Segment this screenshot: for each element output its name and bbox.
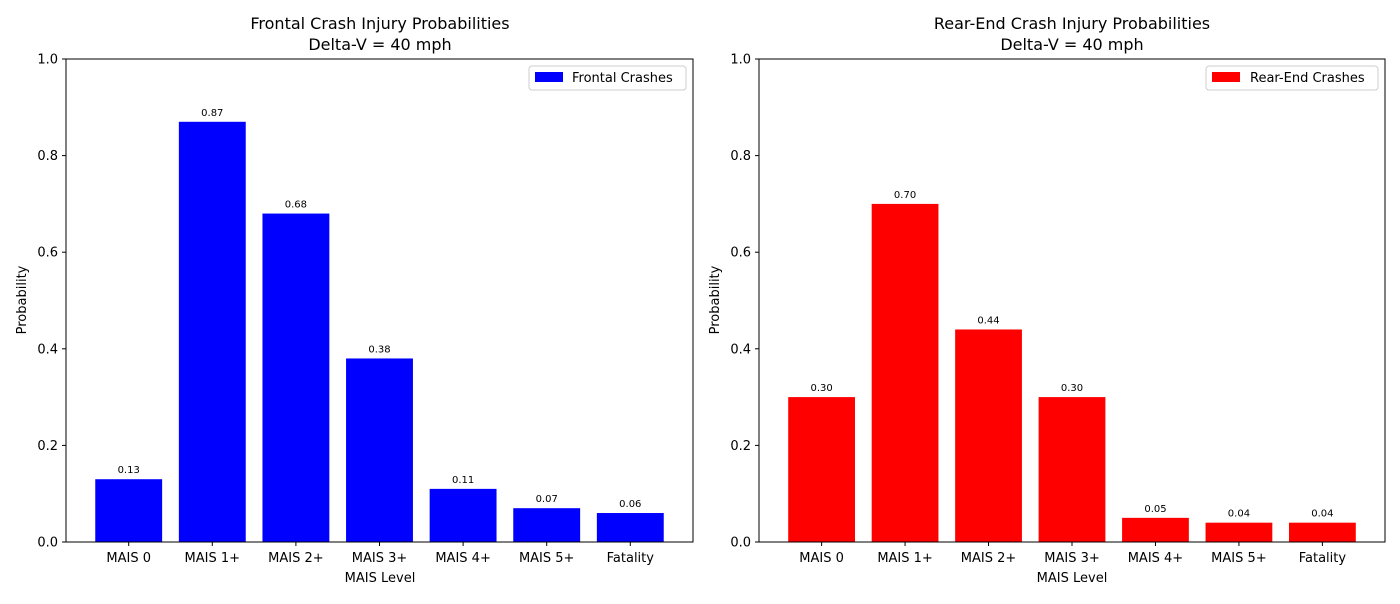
data-label: 0.30 xyxy=(1061,383,1083,394)
x-tick-label: MAIS 4+ xyxy=(1128,551,1184,566)
y-tick-label: 0.6 xyxy=(37,246,58,261)
bar xyxy=(788,397,855,542)
data-label: 0.04 xyxy=(1228,509,1250,520)
x-tick-label: MAIS 3+ xyxy=(352,551,408,566)
data-label: 0.11 xyxy=(452,475,474,486)
x-tick-label: Fatality xyxy=(607,551,655,566)
x-tick-label: MAIS 1+ xyxy=(185,551,241,566)
data-label: 0.05 xyxy=(1144,504,1166,515)
y-tick-label: 0.2 xyxy=(730,439,751,454)
data-label: 0.06 xyxy=(619,499,641,510)
y-tick-label: 0.2 xyxy=(37,439,58,454)
y-tick-label: 0.8 xyxy=(37,149,58,164)
y-tick-label: 0.4 xyxy=(730,342,751,357)
data-label: 0.13 xyxy=(118,465,140,476)
data-label: 0.04 xyxy=(1311,509,1333,520)
bar xyxy=(955,329,1022,542)
x-axis-label: MAIS Level xyxy=(345,571,416,586)
data-label: 0.44 xyxy=(977,315,999,326)
x-tick-label: MAIS 0 xyxy=(799,551,844,566)
data-label: 0.30 xyxy=(810,383,832,394)
y-axis-label: Probability xyxy=(15,265,30,334)
bar xyxy=(596,513,664,542)
data-labels: 0.30 0.70 0.44 0.30 0.05 0.04 0.04 xyxy=(810,190,1333,520)
y-tick-label: 0.0 xyxy=(730,536,751,551)
chart-title-line1: Frontal Crash Injury Probabilities xyxy=(250,14,509,33)
bar xyxy=(1205,522,1273,542)
y-tick-label: 0.6 xyxy=(730,246,751,261)
y-tick-label: 1.0 xyxy=(730,53,751,68)
bar xyxy=(871,203,939,542)
bar xyxy=(346,358,413,542)
x-tick-label: Fatality xyxy=(1299,551,1347,566)
rear-end-crash-chart: Rear-End Crash Injury Probabilities Delt… xyxy=(708,14,1386,586)
legend-label: Frontal Crashes xyxy=(572,71,673,86)
legend-box xyxy=(1205,65,1379,91)
y-tick-label: 0.0 xyxy=(37,536,58,551)
plot-frame xyxy=(758,58,1386,543)
data-label: 0.07 xyxy=(536,494,558,505)
bar xyxy=(1289,522,1356,542)
chart-title-line2: Delta-V = 40 mph xyxy=(308,35,451,54)
legend: Frontal Crashes xyxy=(528,65,687,91)
legend-swatch xyxy=(1212,72,1240,82)
y-tick-label: 1.0 xyxy=(37,53,58,68)
chart-title-line2: Delta-V = 40 mph xyxy=(1000,35,1143,54)
data-label: 0.38 xyxy=(368,344,390,355)
x-tick-label: MAIS 5+ xyxy=(1211,551,1267,566)
x-tick-label: MAIS 2+ xyxy=(961,551,1017,566)
legend-box xyxy=(528,65,687,91)
x-tick-label: MAIS 5+ xyxy=(519,551,575,566)
y-tick-label: 0.8 xyxy=(730,149,751,164)
x-tick-label: MAIS 0 xyxy=(106,551,151,566)
y-ticks: 0.0 0.2 0.4 0.6 0.8 1.0 xyxy=(37,53,66,551)
data-label: 0.68 xyxy=(285,200,307,211)
data-label: 0.87 xyxy=(201,108,223,119)
chart-title-line1: Rear-End Crash Injury Probabilities xyxy=(934,14,1210,33)
bar xyxy=(262,213,330,542)
x-tick-label: MAIS 1+ xyxy=(877,551,933,566)
frontal-crash-chart: Frontal Crash Injury Probabilities Delta… xyxy=(15,14,694,586)
legend-label: Rear-End Crashes xyxy=(1250,71,1365,86)
x-ticks: MAIS 0 MAIS 1+ MAIS 2+ MAIS 3+ MAIS 4+ MAIS 5… xyxy=(799,542,1346,566)
x-ticks: MAIS 0 MAIS 1+ MAIS 2+ MAIS 3+ MAIS 4+ MAIS 5… xyxy=(106,542,654,566)
bar xyxy=(429,488,497,542)
data-label: 0.70 xyxy=(894,190,916,201)
legend: Rear-End Crashes xyxy=(1205,65,1379,91)
bar xyxy=(513,508,581,542)
x-axis-label: MAIS Level xyxy=(1037,571,1108,586)
bars xyxy=(95,121,664,542)
bar xyxy=(95,479,163,542)
x-tick-label: MAIS 2+ xyxy=(268,551,324,566)
y-tick-label: 0.4 xyxy=(37,342,58,357)
plot-frame xyxy=(65,58,694,543)
x-tick-label: MAIS 4+ xyxy=(435,551,491,566)
y-axis-label: Probability xyxy=(708,265,723,334)
y-ticks: 0.0 0.2 0.4 0.6 0.8 1.0 xyxy=(730,53,759,551)
bar xyxy=(178,121,246,542)
bar xyxy=(1122,517,1189,542)
x-tick-label: MAIS 3+ xyxy=(1044,551,1100,566)
legend-swatch xyxy=(535,72,563,82)
bars xyxy=(788,203,1356,542)
data-labels: 0.13 0.87 0.68 0.38 0.11 0.07 0.06 xyxy=(118,108,642,510)
bar xyxy=(1038,397,1106,542)
